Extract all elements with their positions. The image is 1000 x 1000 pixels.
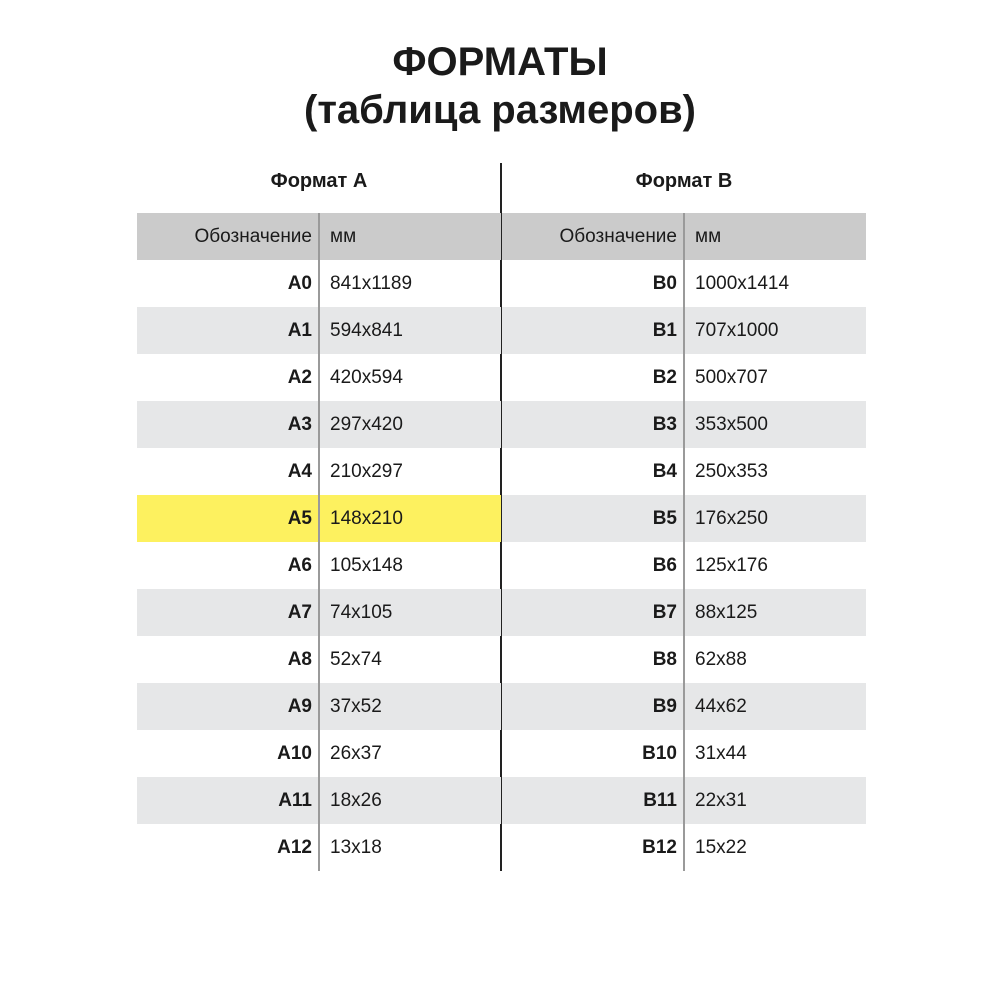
format-designation: B3 [652,413,677,435]
format-size-mm: 31x44 [695,742,747,764]
format-size-mm: 841x1189 [330,272,413,294]
format-designation: B10 [642,742,677,764]
format-designation: A2 [287,366,312,388]
format-size-mm: 125x176 [695,554,768,576]
format-designation: B11 [643,789,677,811]
table-row: B10 31x44 [502,730,866,777]
table-row: B4 250x353 [502,448,866,495]
header-mm: мм [695,225,722,247]
format-designation: A7 [287,601,312,623]
table-row: A4 210x297 [137,448,501,495]
format-size-mm: 250x353 [695,460,768,482]
table-row: B12 15x22 [502,824,866,871]
format-size-mm: 105x148 [330,554,403,576]
format-designation: B8 [652,648,677,670]
center-divider [500,163,502,871]
table-row: A0 841x1189 [137,260,501,307]
format-designation: A6 [287,554,312,576]
format-size-mm: 210x297 [330,460,403,482]
format-size-mm: 297x420 [330,413,403,435]
format-size-mm: 594x841 [330,319,403,341]
format-b-table: Обозначение мм B0 1000x1414 B1 707x1000 B2 500x… [502,213,866,871]
column-divider [318,213,320,871]
format-designation: B6 [652,554,677,576]
table-row: B6 125x176 [502,542,866,589]
format-designation: B0 [652,272,677,294]
format-size-mm: 500x707 [695,366,768,388]
format-designation: B12 [642,836,677,858]
format-size-mm: 88x125 [695,601,758,623]
table-row: A6 105x148 [137,542,501,589]
format-size-mm: 52x74 [330,648,382,670]
format-size-mm: 62x88 [695,648,747,670]
format-size-mm: 707x1000 [695,319,779,341]
format-size-mm: 22x31 [695,789,747,811]
table-row: A2 420x594 [137,354,501,401]
format-designation: A10 [277,742,312,764]
table-row: A8 52x74 [137,636,501,683]
table-row: B0 1000x1414 [502,260,866,307]
format-designation: A11 [278,789,312,811]
table-row: B8 62x88 [502,636,866,683]
header-designation: Обозначение [559,225,677,247]
page-subtitle: (таблица размеров) [304,88,696,132]
header-mm: мм [330,225,357,247]
format-designation: A4 [287,460,312,482]
format-designation: B2 [652,366,677,388]
format-designation: B1 [652,319,677,341]
format-b-title: Формат В [635,170,733,192]
format-designation: A9 [287,695,312,717]
header-designation: Обозначение [194,225,312,247]
format-designation: A0 [287,272,312,294]
format-a-title: Формат А [270,170,368,192]
format-size-mm: 15x22 [695,836,747,858]
format-a-table: Обозначение мм A0 841x1189 A1 594x841 A2 420x59… [137,213,501,871]
table-row: A10 26x37 [137,730,501,777]
format-designation: B5 [652,507,677,529]
table-row: B2 500x707 [502,354,866,401]
format-designation: A8 [287,648,312,670]
format-designation: B7 [652,601,677,623]
format-designation: A12 [277,836,312,858]
format-size-mm: 44x62 [695,695,747,717]
format-size-mm: 353x500 [695,413,768,435]
format-designation: B4 [652,460,677,482]
format-size-mm: 420x594 [330,366,403,388]
format-designation: B9 [652,695,677,717]
page-title: ФОРМАТЫ [392,40,608,84]
format-size-mm: 26x37 [330,742,382,764]
format-size-mm: 37x52 [330,695,382,717]
format-size-mm: 18x26 [330,789,382,811]
format-designation: A1 [287,319,312,341]
format-designation: A3 [287,413,312,435]
format-size-mm: 176x250 [695,507,768,529]
format-size-mm: 74x105 [330,601,393,623]
format-size-mm: 148x210 [330,507,403,529]
format-size-mm: 13x18 [330,836,382,858]
format-designation: A5 [287,507,312,529]
table-row: A12 13x18 [137,824,501,871]
format-size-mm: 1000x1414 [695,272,790,294]
column-divider [683,213,685,871]
